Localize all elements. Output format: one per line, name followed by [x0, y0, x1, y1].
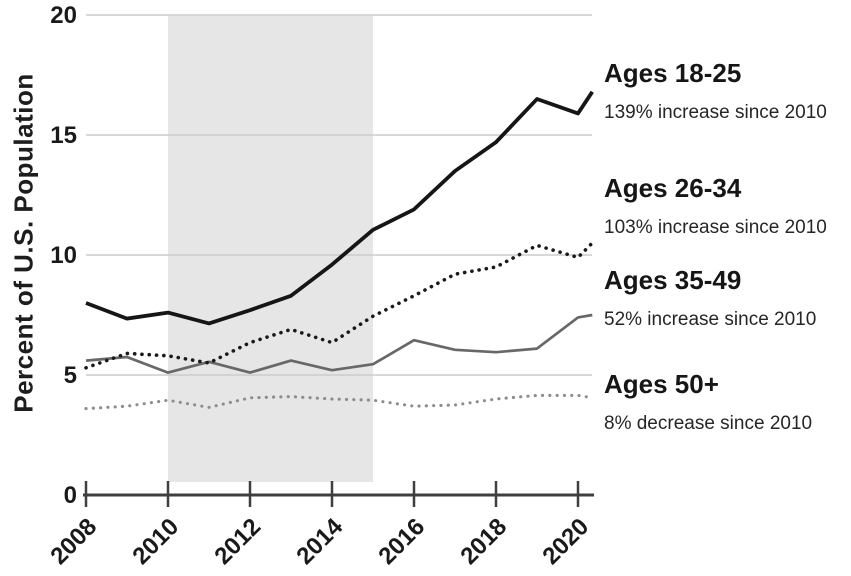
legend-title: Ages 18-25: [604, 58, 742, 88]
shaded-region-2010-2015: [168, 16, 373, 482]
y-tick-label-0: 0: [64, 482, 77, 509]
legend-item-ages-26-34: Ages 26-34 103% increase since 2010: [604, 173, 827, 239]
x-tick-label-2010: 2010: [127, 513, 184, 570]
y-tick-label-20: 20: [50, 2, 77, 29]
legend-item-ages-50plus: Ages 50+ 8% decrease since 2010: [604, 369, 812, 435]
legend-annotation: 139% increase since 2010: [604, 102, 827, 123]
legend-item-ages-18-25: Ages 18-25 139% increase since 2010: [604, 58, 827, 124]
legend-title: Ages 50+: [604, 369, 719, 399]
chart-legend: Ages 18-25 139% increase since 2010 Ages…: [604, 0, 851, 576]
y-tick-label-15: 15: [50, 122, 77, 149]
legend-title: Ages 26-34: [604, 173, 742, 203]
y-tick-label-5: 5: [64, 362, 77, 389]
legend-item-ages-35-49: Ages 35-49 52% increase since 2010: [604, 265, 816, 331]
x-tick-label-2018: 2018: [455, 513, 512, 570]
x-tick-label-2012: 2012: [209, 513, 266, 570]
x-tick-label-2016: 2016: [373, 513, 430, 570]
legend-title: Ages 35-49: [604, 265, 742, 295]
legend-annotation: 52% increase since 2010: [604, 309, 817, 330]
x-tick-label-2014: 2014: [291, 513, 348, 570]
x-tick-label-2008: 2008: [45, 513, 102, 570]
series-line-ages-50-: [84, 393, 594, 411]
legend-annotation: 8% decrease since 2010: [604, 413, 813, 434]
x-tick-label-2020: 2020: [537, 513, 594, 570]
legend-annotation: 103% increase since 2010: [604, 217, 827, 238]
y-tick-label-10: 10: [50, 242, 77, 269]
series-line-ages-35-49: [85, 313, 593, 374]
series-line-ages-18-25: [85, 90, 594, 326]
